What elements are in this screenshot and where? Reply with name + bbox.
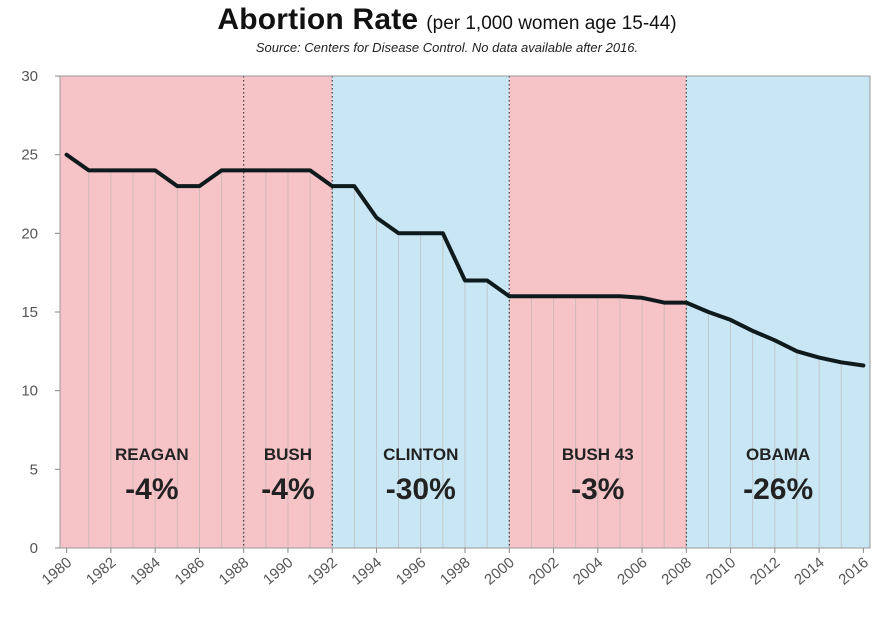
data-point [529,294,533,298]
period-band-reagan [60,76,244,548]
data-points [65,153,865,367]
data-point [352,184,356,188]
y-tick-label: 0 [30,540,38,557]
data-point [618,294,622,298]
y-tick-label: 20 [21,225,38,242]
data-point [197,184,201,188]
data-point [485,279,489,283]
y-tick-label: 30 [21,68,38,85]
x-tick-label: 2010 [703,554,739,588]
data-point [242,168,246,172]
x-tick-label: 1988 [216,554,252,588]
data-point [596,294,600,298]
period-change-bush-43: -3% [571,473,624,506]
x-tick-label: 1984 [127,554,163,588]
data-point [684,301,688,305]
x-tick-label: 2012 [747,554,783,588]
data-point [286,168,290,172]
data-point [264,168,268,172]
x-tick-label: 2014 [791,554,827,588]
x-tick-label: 1998 [437,554,473,588]
chart-title: Abortion Rate [217,3,419,36]
data-point [374,216,378,220]
data-point [220,168,224,172]
x-tick-label: 1980 [39,554,75,588]
data-point [330,184,334,188]
data-point [131,168,135,172]
data-point [441,231,445,235]
data-point [861,363,865,367]
chart-subtitle: (per 1,000 women age 15-44) [426,13,677,34]
period-label-obama: OBAMA [746,445,810,464]
data-point [507,294,511,298]
data-point [153,168,157,172]
period-label-bush: BUSH [264,445,312,464]
period-label-bush-43: BUSH 43 [562,445,634,464]
data-point [419,231,423,235]
data-point [308,168,312,172]
data-point [839,360,843,364]
x-tick-label: 2004 [570,554,606,588]
y-tick-label: 25 [21,147,38,164]
data-point [729,318,733,322]
y-tick-label: 5 [30,461,38,478]
data-point [175,184,179,188]
data-point [463,279,467,283]
x-tick-label: 1986 [172,554,208,588]
x-tick-label: 1990 [260,554,296,588]
period-change-reagan: -4% [125,473,178,506]
y-tick-label: 10 [21,383,38,400]
x-tick-label: 1996 [393,554,429,588]
x-tick-label: 2006 [614,554,650,588]
data-point [795,349,799,353]
data-point [109,168,113,172]
x-tick-label: 1992 [304,554,340,588]
chart-title-row: Abortion Rate (per 1,000 women age 15-44) [0,2,894,43]
x-tick-label: 2008 [658,554,694,588]
data-point [640,296,644,300]
data-point [574,294,578,298]
data-point [773,338,777,342]
data-point [817,356,821,360]
y-tick-label: 15 [21,304,38,321]
data-point [87,168,91,172]
data-point [552,294,556,298]
chart-source-note: Source: Centers for Disease Control. No … [255,40,639,55]
period-change-clinton: -30% [386,473,456,506]
data-point [662,301,666,305]
period-change-obama: -26% [743,473,813,506]
period-label-clinton: CLINTON [383,445,458,464]
x-tick-label: 2002 [526,554,562,588]
x-tick-label: 2000 [481,554,517,588]
data-point [751,329,755,333]
data-point [65,153,69,157]
period-band-obama [686,76,870,548]
period-change-bush: -4% [261,473,314,506]
data-point [397,231,401,235]
x-tick-label: 1982 [83,554,119,588]
x-tick-label: 1994 [349,554,385,588]
x-tick-label: 2016 [835,554,871,588]
data-point [706,310,710,314]
period-label-reagan: REAGAN [115,445,189,464]
